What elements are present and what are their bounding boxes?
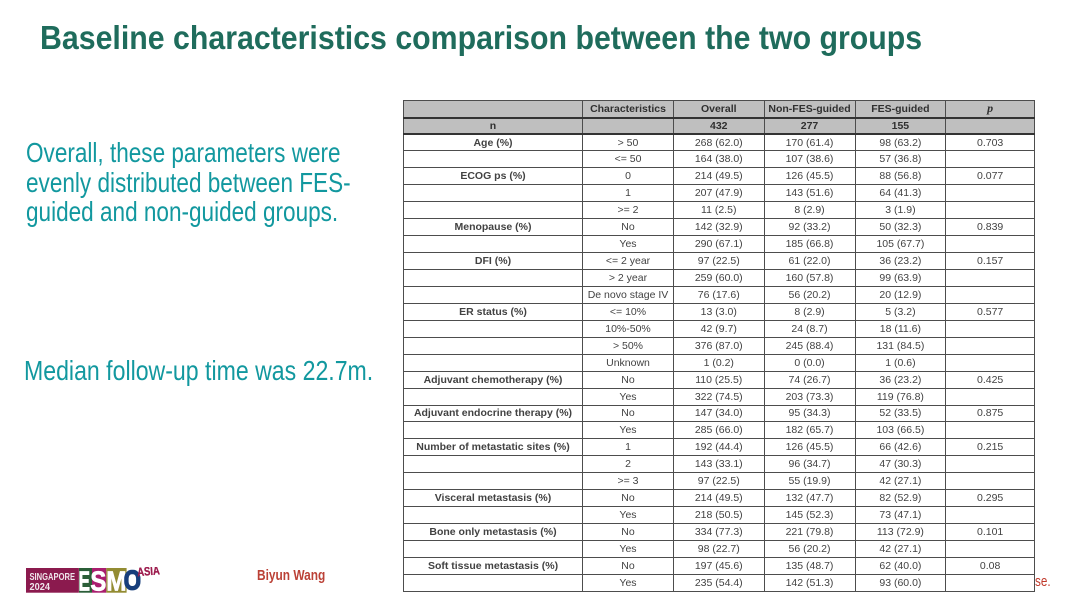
svg-text:2024: 2024 xyxy=(30,582,51,593)
svg-text:ASIA: ASIA xyxy=(137,567,161,579)
svg-text:E: E xyxy=(79,567,91,595)
svg-text:SINGAPORE: SINGAPORE xyxy=(30,571,76,582)
svg-text:M: M xyxy=(106,567,126,595)
svg-text:S: S xyxy=(90,567,106,595)
